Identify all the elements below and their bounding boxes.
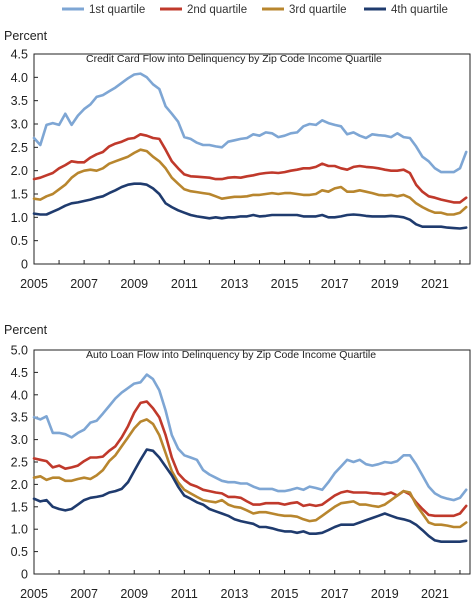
x-tick-label: 2017 <box>321 587 349 601</box>
y-tick-label: 3.5 <box>11 411 28 425</box>
x-tick-label: 2013 <box>221 277 249 291</box>
y-tick-label: 2.5 <box>11 456 28 470</box>
series-line-3rd-quartile <box>32 148 468 216</box>
series-line-2nd-quartile <box>32 133 468 204</box>
y-tick-label: 3.0 <box>11 118 28 132</box>
x-tick-label: 2015 <box>271 587 299 601</box>
y-tick-label: 0 <box>21 568 28 582</box>
chart-title: Auto Loan Flow into Delinquency by Zip C… <box>86 349 376 361</box>
auto-loan-panel: Percent Auto Loan Flow into Delinquency b… <box>4 323 471 601</box>
x-tick-label: 2017 <box>321 277 349 291</box>
x-tick-label: 2005 <box>20 587 48 601</box>
y-axis-unit-label: Percent <box>4 29 48 43</box>
series-line-4th-quartile <box>32 448 468 544</box>
y-tick-label: 3.5 <box>11 94 28 108</box>
y-tick-label: 3.0 <box>11 433 28 447</box>
y-axis-unit-label: Percent <box>4 323 48 337</box>
series-line-3rd-quartile <box>32 418 468 529</box>
y-tick-label: 0 <box>21 258 28 272</box>
x-tick-label: 2013 <box>221 587 249 601</box>
y-tick-label: 1.0 <box>11 523 28 537</box>
credit-card-panel: Percent Credit Card Flow into Delinquency… <box>4 29 471 291</box>
y-tick-label: 5.0 <box>11 344 28 358</box>
x-tick-label: 2009 <box>120 587 148 601</box>
legend-label: 1st quartile <box>89 4 145 16</box>
x-tick-label: 2011 <box>171 277 198 291</box>
series-line-1st-quartile <box>32 373 468 502</box>
legend-label: 3rd quartile <box>289 4 347 16</box>
plot-frame <box>33 349 471 575</box>
series-line-2nd-quartile <box>32 400 468 518</box>
x-tick-label: 2019 <box>371 277 399 291</box>
x-tick-label: 2005 <box>20 277 48 291</box>
plot-frame <box>33 53 471 265</box>
chart-title: Credit Card Flow into Delinquency by Zip… <box>86 53 382 65</box>
y-tick-label: 1.5 <box>11 500 28 514</box>
legend-label: 2nd quartile <box>187 4 247 16</box>
legend: 1st quartile 2nd quartile 3rd quartile 4th … <box>62 4 448 16</box>
x-tick-label: 2007 <box>70 587 98 601</box>
y-tick-label: 4.0 <box>11 388 28 402</box>
legend-label: 4th quartile <box>391 4 448 16</box>
y-tick-label: 2.5 <box>11 141 28 155</box>
x-tick-label: 2021 <box>421 277 449 291</box>
x-tick-label: 2011 <box>171 587 198 601</box>
series-line-1st-quartile <box>32 72 468 174</box>
y-tick-label: 0.5 <box>11 545 28 559</box>
y-tick-label: 0.5 <box>11 234 28 248</box>
series-line-4th-quartile <box>32 182 468 230</box>
y-tick-label: 2.0 <box>11 478 28 492</box>
x-tick-label: 2021 <box>421 587 449 601</box>
y-tick-label: 4.5 <box>11 48 28 62</box>
x-tick-label: 2015 <box>271 277 299 291</box>
x-tick-label: 2007 <box>70 277 98 291</box>
y-tick-label: 1.5 <box>11 188 28 202</box>
y-tick-label: 4.5 <box>11 366 28 380</box>
y-tick-label: 1.0 <box>11 211 28 225</box>
x-tick-label: 2019 <box>371 587 399 601</box>
y-tick-label: 4.0 <box>11 71 28 85</box>
x-tick-label: 2009 <box>120 277 148 291</box>
y-tick-label: 2.0 <box>11 164 28 178</box>
